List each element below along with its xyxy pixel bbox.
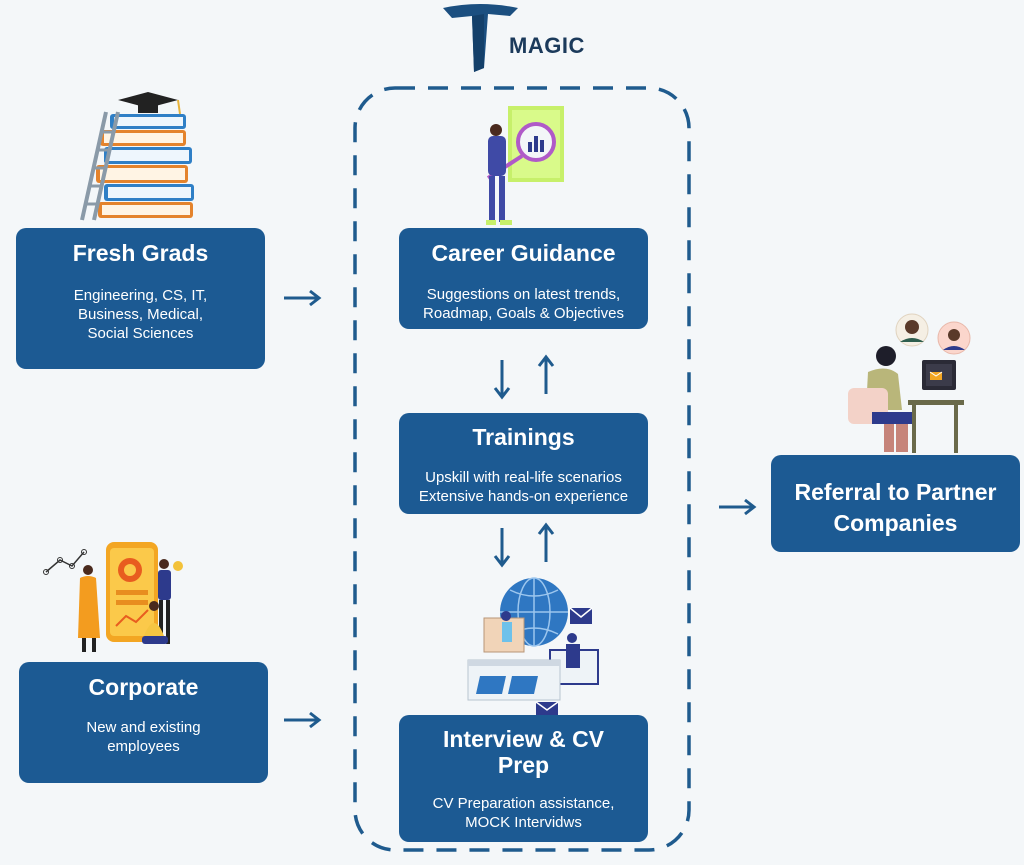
interview-prep-title: Interview & CV Prep: [399, 726, 648, 778]
career-guidance-description: Suggestions on latest trends, Roadmap, G…: [399, 285, 648, 323]
arrow-up-to-trainings: [537, 522, 555, 562]
interview-prep-title-line: Interview & CV: [442, 726, 605, 752]
referral-illustration: [848, 313, 971, 453]
trainings-title: Trainings: [472, 424, 575, 450]
interview-prep-line: CV Preparation assistance,: [432, 795, 615, 812]
referral-title-line: Referral to Partner: [794, 479, 997, 505]
fresh-grads-box: Fresh Grads Engineering, CS, IT, Busines…: [16, 228, 265, 369]
trainings-line: Extensive hands-on experience: [418, 488, 629, 505]
fresh-grads-line: Social Sciences: [87, 325, 194, 342]
corporate-illustration: [43, 542, 183, 652]
interview-prep-box: Interview & CV Prep CV Preparation assis…: [399, 715, 648, 842]
arrow-down-to-interview-prep: [493, 528, 511, 568]
referral-box: Referral to Partner Companies: [771, 455, 1020, 552]
trainings-description: Upskill with real-life scenarios Extensi…: [399, 468, 648, 506]
brand-name: MAGIC: [509, 33, 585, 58]
corporate-description: New and existing employees: [19, 718, 268, 756]
career-guidance-illustration: [486, 106, 564, 225]
trainings-box: Trainings Upskill with real-life scenari…: [399, 413, 648, 514]
corporate-title: Corporate: [88, 674, 199, 700]
arrow-right-fresh-grads: [284, 289, 322, 307]
interview-prep-title-line: Prep: [497, 752, 550, 778]
arrow-right-to-referral: [719, 498, 757, 516]
corporate-line: employees: [107, 738, 180, 755]
fresh-grads-line: Business, Medical,: [77, 306, 204, 323]
corporate-box: Corporate New and existing employees: [19, 662, 268, 783]
fresh-grads-title: Fresh Grads: [72, 240, 209, 266]
magic-program-boundary: [353, 86, 691, 852]
arrow-right-corporate: [284, 711, 322, 729]
trainings-line: Upskill with real-life scenarios: [425, 469, 622, 486]
career-guidance-line: Roadmap, Goals & Objectives: [423, 305, 624, 322]
referral-title-line: Companies: [833, 510, 958, 536]
career-guidance-line: Suggestions on latest trends,: [426, 286, 621, 303]
fresh-grads-description: Engineering, CS, IT, Business, Medical, …: [16, 286, 265, 343]
arrow-down-to-trainings: [493, 360, 511, 400]
interview-prep-description: CV Preparation assistance, MOCK Intervid…: [399, 794, 648, 832]
magic-logo: [443, 4, 518, 72]
career-guidance-box: Career Guidance Suggestions on latest tr…: [399, 228, 648, 329]
interview-prep-illustration: [467, 577, 599, 716]
fresh-grads-line: Engineering, CS, IT,: [73, 287, 208, 304]
career-guidance-title: Career Guidance: [431, 240, 616, 266]
interview-prep-line: MOCK Intervidws: [465, 814, 582, 831]
books-illustration: [80, 92, 194, 221]
arrow-up-to-career-guidance: [537, 354, 555, 394]
referral-title: Referral to Partner Companies: [771, 477, 1020, 539]
corporate-line: New and existing: [86, 719, 201, 736]
